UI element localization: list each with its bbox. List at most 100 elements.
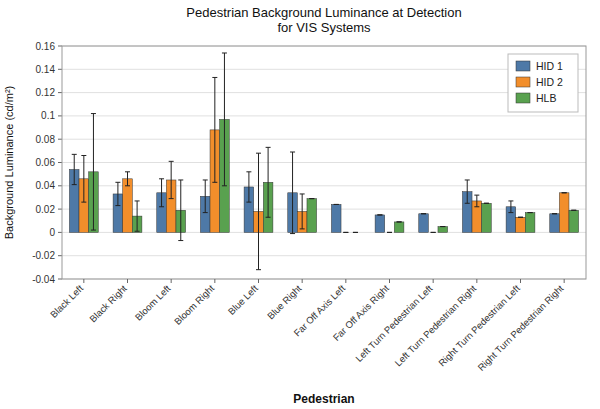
y-tick-label: 0.12 xyxy=(36,87,56,98)
error-cap xyxy=(91,230,96,231)
error-bar xyxy=(571,210,576,211)
grid-line xyxy=(62,92,586,93)
error-cap xyxy=(334,204,339,205)
bar xyxy=(331,204,341,232)
error-cap xyxy=(256,269,261,270)
y-tick xyxy=(58,46,62,47)
error-cap xyxy=(125,171,130,172)
bar xyxy=(482,203,492,232)
legend-label: HID 1 xyxy=(536,60,563,72)
title-line: Pedestrian Background Luminance at Detec… xyxy=(186,5,461,20)
error-bar xyxy=(300,194,305,229)
y-tick-label: 0.1 xyxy=(41,110,55,121)
error-line xyxy=(127,172,128,186)
error-cap xyxy=(246,171,251,172)
x-tick-label: Black Right xyxy=(87,282,129,324)
error-bar xyxy=(334,204,339,205)
error-cap xyxy=(465,203,470,204)
error-cap xyxy=(212,77,217,78)
legend-label: HID 2 xyxy=(536,76,563,88)
grid-line xyxy=(62,185,586,186)
error-line xyxy=(467,180,468,203)
error-bar xyxy=(246,172,251,202)
error-cap xyxy=(440,226,445,227)
error-line xyxy=(292,152,293,234)
error-cap xyxy=(387,232,392,233)
error-bar xyxy=(159,179,164,207)
grid-line xyxy=(62,139,586,140)
error-cap xyxy=(440,226,445,227)
error-cap xyxy=(256,153,261,154)
bar xyxy=(569,210,579,232)
error-bar xyxy=(377,214,382,215)
error-bar xyxy=(203,180,208,213)
legend-label: HLB xyxy=(536,92,556,104)
error-cap xyxy=(518,217,523,218)
x-tick xyxy=(258,279,259,283)
error-bar xyxy=(465,180,470,203)
grid-line xyxy=(62,69,586,70)
title-line: for VIS Systems xyxy=(277,20,371,35)
error-line xyxy=(510,201,511,213)
error-bar xyxy=(518,217,523,218)
x-tick xyxy=(564,279,565,283)
error-cap xyxy=(562,192,567,193)
error-cap xyxy=(178,240,183,241)
error-line xyxy=(171,161,172,198)
error-bar xyxy=(81,156,86,203)
y-tick-label: 0.14 xyxy=(36,64,56,75)
error-bar xyxy=(421,213,426,214)
error-cap xyxy=(81,202,86,203)
x-tick xyxy=(476,279,477,283)
error-cap xyxy=(353,232,358,233)
error-cap xyxy=(266,217,271,218)
y-tick-label: 0.16 xyxy=(36,41,56,52)
x-tick xyxy=(433,279,434,283)
error-bar xyxy=(528,212,533,213)
error-bar xyxy=(508,201,513,213)
error-bar xyxy=(135,201,140,231)
x-tick xyxy=(127,279,128,283)
error-cap xyxy=(135,200,140,201)
error-cap xyxy=(72,184,77,185)
error-cap xyxy=(222,185,227,186)
y-tick xyxy=(58,255,62,256)
error-cap xyxy=(397,221,402,222)
y-axis-label: Background Luminance (cd/m²) xyxy=(3,86,15,239)
x-tick-label: Bloom Left xyxy=(133,282,173,322)
error-bar xyxy=(397,221,402,222)
error-line xyxy=(93,114,94,231)
error-cap xyxy=(203,212,208,213)
legend-swatch xyxy=(516,77,530,87)
bars xyxy=(69,53,578,270)
x-tick-label: Right Turn Pedestrian Left xyxy=(436,282,522,368)
error-line xyxy=(258,153,259,270)
error-bar xyxy=(562,192,567,193)
error-line xyxy=(248,172,249,202)
error-cap xyxy=(159,206,164,207)
error-bar xyxy=(91,114,96,231)
error-bar xyxy=(290,152,295,234)
error-bar xyxy=(309,198,314,199)
error-bar xyxy=(387,232,392,233)
error-cap xyxy=(484,203,489,204)
error-bar xyxy=(178,180,183,241)
x-tick-label: Black Left xyxy=(48,282,86,320)
y-tick-label: 0.06 xyxy=(36,157,56,168)
x-tick-label: Blue Right xyxy=(265,282,304,321)
error-cap xyxy=(115,182,120,183)
bar xyxy=(394,222,404,232)
error-cap xyxy=(552,213,557,214)
x-tick xyxy=(389,279,390,283)
error-bar xyxy=(169,161,174,198)
error-line xyxy=(302,194,303,229)
bar xyxy=(341,232,351,233)
error-line xyxy=(117,182,118,205)
x-tick-label: Left Turn Pedestrian Left xyxy=(353,282,435,364)
error-cap xyxy=(309,198,314,199)
error-line xyxy=(180,180,181,241)
error-cap xyxy=(421,213,426,214)
x-tick xyxy=(520,279,521,283)
error-bar xyxy=(440,226,445,227)
bar xyxy=(307,199,317,233)
